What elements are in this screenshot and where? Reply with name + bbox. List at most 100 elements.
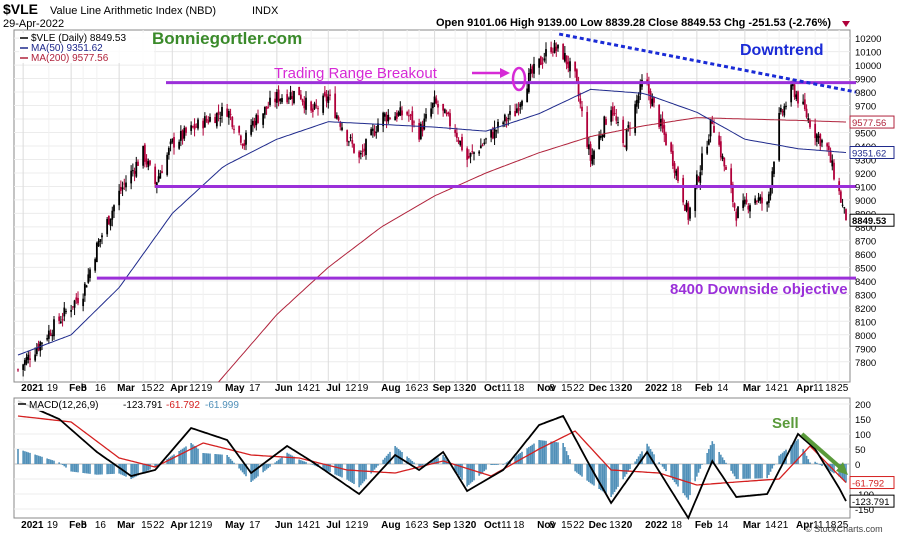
candle-body <box>555 46 558 51</box>
candle-body <box>411 111 414 126</box>
candle-body <box>179 131 182 141</box>
candle-body <box>731 184 734 203</box>
histogram-bar <box>238 464 240 469</box>
histogram-bar <box>406 456 408 464</box>
histogram-bar <box>497 464 499 465</box>
histogram-bar <box>627 464 630 472</box>
candle-body <box>661 118 664 129</box>
histogram-bar <box>193 445 196 464</box>
candle-body <box>733 203 736 208</box>
candle-body <box>689 207 691 219</box>
y-tick-label: 8100 <box>855 317 876 328</box>
histogram-bar <box>457 464 460 476</box>
histogram-bar <box>828 464 830 471</box>
macd-value-3: -61.999 <box>205 400 239 411</box>
histogram-bar <box>725 462 727 464</box>
breakout-arrow-head-icon <box>500 68 510 78</box>
candle-body <box>311 108 314 112</box>
y-tick-label: 9900 <box>855 75 876 86</box>
histogram-bar <box>569 459 571 464</box>
candle-body <box>143 144 146 162</box>
candle-body <box>671 150 674 166</box>
candle-body <box>795 94 798 100</box>
x-tick-label: 25 <box>837 520 849 531</box>
candle-body <box>167 147 170 155</box>
y-tick-label: 100 <box>855 430 871 441</box>
histogram-bar <box>600 464 602 491</box>
histogram-bar <box>689 464 691 496</box>
histogram-bar <box>65 464 67 468</box>
histogram-bar <box>72 464 74 472</box>
candle-body <box>610 110 613 122</box>
candle-body <box>670 142 673 152</box>
histogram-bar <box>123 464 126 476</box>
x-tick-label: 19 <box>357 383 369 394</box>
x-tick-label: 14 <box>765 520 777 531</box>
histogram-bar <box>461 464 463 480</box>
legend-ma200: MA(200) 9577.56 <box>31 53 109 64</box>
histogram-bar <box>233 462 235 464</box>
y-tick-label: 9800 <box>855 88 876 99</box>
candle-body <box>75 297 78 301</box>
candle-body <box>267 107 270 109</box>
histogram-bar <box>826 464 828 470</box>
histogram-bar <box>699 464 702 469</box>
candle-body <box>737 206 739 219</box>
candle-body <box>447 112 450 115</box>
candle-body <box>805 108 808 118</box>
histogram-bar <box>370 464 372 474</box>
candle-body <box>709 118 712 137</box>
histogram-bar <box>111 464 114 474</box>
histogram-bar <box>564 447 566 464</box>
histogram-bar <box>555 442 558 464</box>
candle-body <box>687 203 690 220</box>
histogram-bar <box>603 464 606 493</box>
candle-body <box>227 111 230 118</box>
candle-body <box>466 148 469 160</box>
x-tick-label: 20 <box>621 383 633 394</box>
histogram-bar <box>334 464 336 475</box>
histogram-bar <box>147 464 150 471</box>
candle-body <box>27 354 30 360</box>
candle-body <box>807 118 810 121</box>
candle-body <box>490 130 493 138</box>
y-tick-label: 8400 <box>855 277 876 288</box>
histogram-bar <box>135 464 138 477</box>
candle-body <box>253 120 256 127</box>
histogram-bar <box>329 464 331 473</box>
histogram-bar <box>783 451 786 464</box>
histogram-bar <box>408 458 410 464</box>
candle-body <box>454 129 457 134</box>
candle-body <box>617 121 619 123</box>
candle-body <box>399 107 402 116</box>
histogram-bar <box>130 464 132 479</box>
candle-body <box>387 114 390 122</box>
candle-body <box>587 144 590 150</box>
candle-body <box>493 127 496 139</box>
candle-body <box>605 119 607 125</box>
candle-body <box>783 106 786 116</box>
histogram-bar <box>298 459 300 464</box>
histogram-bar <box>804 452 806 464</box>
candle-body <box>653 96 655 103</box>
histogram-bar <box>401 452 403 464</box>
ma200-line <box>218 117 846 383</box>
histogram-bar <box>730 464 732 471</box>
candle-body <box>191 126 194 128</box>
x-tick-label: 12 <box>189 383 201 394</box>
candle-body <box>119 187 122 191</box>
x-tick-label: 22 <box>573 383 585 394</box>
candle-body <box>310 101 313 111</box>
candle-body <box>339 122 342 127</box>
candle-body <box>231 116 234 127</box>
histogram-bar <box>178 451 180 464</box>
candle-body <box>263 106 266 115</box>
candle-body <box>791 83 794 87</box>
x-tick-label: 8 <box>81 520 87 531</box>
candle-body <box>745 199 748 203</box>
candle-body <box>550 47 553 53</box>
candle-body <box>262 113 265 125</box>
histogram-bar <box>313 464 316 466</box>
histogram-bar <box>231 460 234 464</box>
candle-body <box>586 112 589 147</box>
